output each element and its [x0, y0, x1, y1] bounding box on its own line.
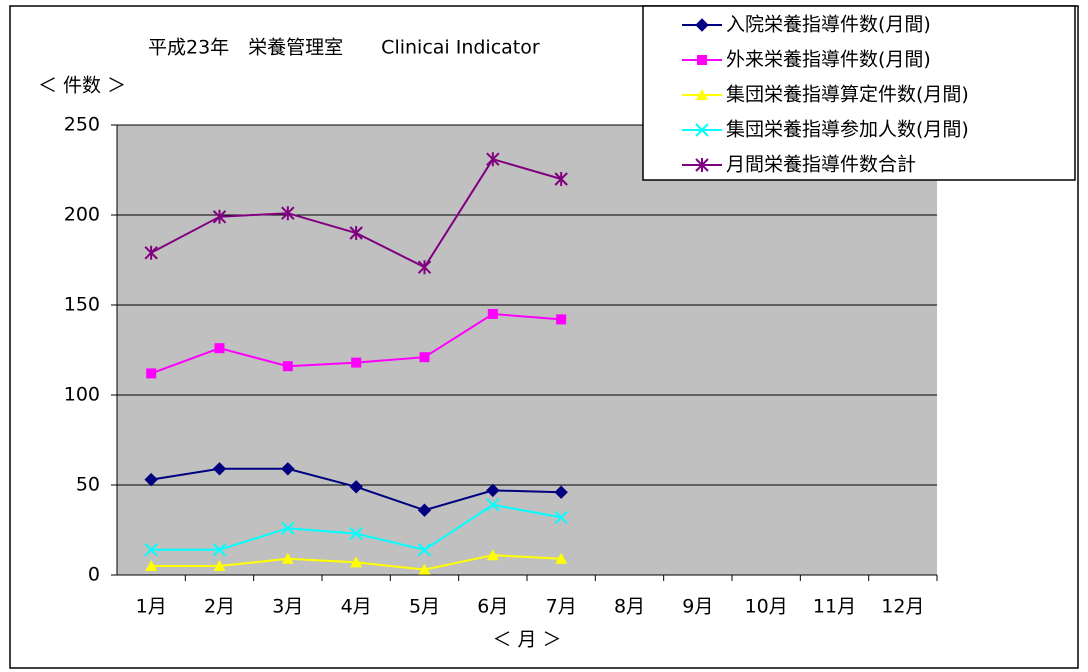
- marker: [555, 552, 568, 564]
- marker: [695, 158, 709, 172]
- marker: [351, 357, 362, 368]
- marker: [281, 206, 295, 221]
- legend-label: 集団栄養指導算定件数(月間): [726, 84, 969, 106]
- marker: [486, 483, 500, 498]
- x-tick-label: 1月: [136, 596, 167, 618]
- y-tick-label: 200: [64, 204, 100, 226]
- x-tick-label: 5月: [409, 596, 440, 618]
- legend-box: [642, 5, 1076, 181]
- marker: [281, 521, 295, 535]
- chart-title: 平成23年 栄養管理室 Clinicai Indicator: [148, 37, 540, 59]
- marker: [554, 172, 568, 186]
- marker: [144, 472, 158, 487]
- marker: [349, 226, 363, 240]
- x-tick-label: 7月: [546, 596, 577, 618]
- marker: [212, 543, 227, 557]
- y-tick-label: 250: [64, 114, 100, 136]
- x-tick-label: 8月: [614, 596, 645, 618]
- x-tick-label: 11月: [813, 596, 856, 618]
- marker: [418, 563, 431, 575]
- legend-label: 集団栄養指導参加人数(月間): [726, 119, 969, 141]
- marker: [212, 209, 227, 224]
- marker: [144, 543, 158, 557]
- marker: [554, 485, 568, 499]
- marker: [695, 123, 709, 137]
- marker: [556, 314, 567, 325]
- legend-label: 入院栄養指導件数(月間): [726, 14, 931, 36]
- marker: [487, 309, 498, 319]
- marker: [417, 543, 432, 557]
- marker: [145, 560, 158, 571]
- marker: [486, 152, 500, 167]
- marker: [281, 552, 294, 564]
- y-tick-label: 100: [64, 384, 100, 406]
- x-tick-label: 6月: [477, 596, 508, 618]
- y-tick-label: 150: [64, 294, 100, 316]
- legend: 入院栄養指導件数(月間) 外来栄養指導件数(月間) 集団栄養指導算定件数(月間) 集団…: [642, 5, 1076, 181]
- x-tick-label: 3月: [272, 596, 303, 618]
- x-tick-label: 2月: [204, 596, 235, 618]
- legend-label: 外来栄養指導件数(月間): [726, 49, 931, 71]
- marker: [417, 503, 432, 517]
- marker: [213, 560, 226, 571]
- marker: [486, 498, 500, 512]
- y-axis-label: ＜ 件数 ＞: [38, 75, 126, 97]
- legend-label: 月間栄養指導件数合計: [726, 154, 916, 176]
- marker: [349, 526, 363, 541]
- marker: [212, 462, 227, 476]
- marker: [144, 245, 158, 260]
- plot-area: [117, 125, 937, 575]
- marker: [282, 361, 293, 372]
- marker: [146, 368, 157, 379]
- marker: [349, 480, 363, 494]
- marker: [696, 89, 708, 100]
- marker: [697, 55, 707, 65]
- marker: [350, 556, 363, 568]
- y-tick-label: 0: [88, 564, 100, 586]
- marker: [417, 260, 432, 275]
- marker: [695, 18, 709, 32]
- marker: [281, 462, 295, 476]
- x-tick-label: 10月: [745, 596, 788, 618]
- y-tick-label: 50: [76, 474, 100, 496]
- marker: [419, 352, 430, 363]
- marker: [486, 549, 499, 561]
- x-tick-label: 9月: [682, 596, 713, 618]
- marker: [214, 343, 225, 354]
- x-tick-label: 4月: [341, 596, 372, 618]
- marker: [554, 510, 568, 525]
- x-tick-label: 12月: [881, 596, 924, 618]
- x-axis-label: ＜ 月 ＞: [492, 629, 561, 651]
